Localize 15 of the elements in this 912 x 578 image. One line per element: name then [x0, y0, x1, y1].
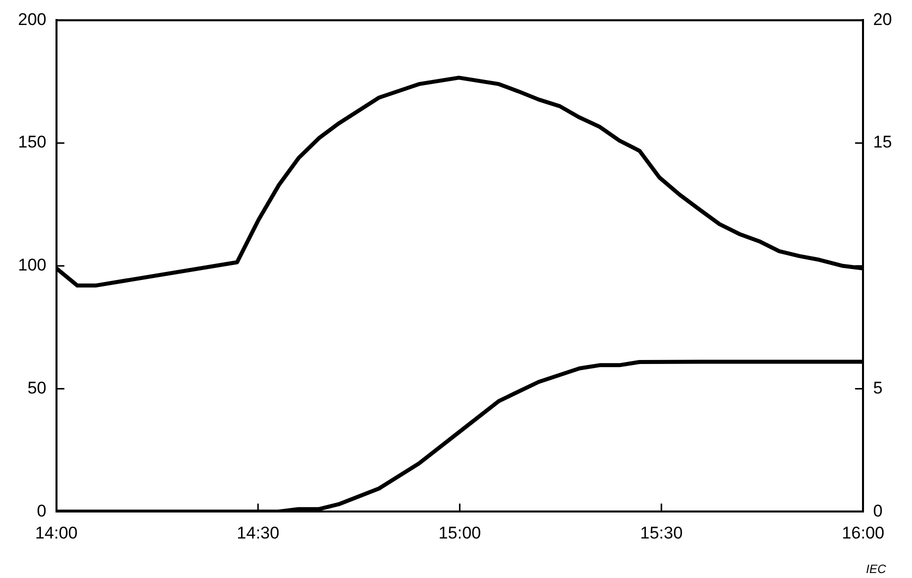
y2-tick-label: 15 — [873, 132, 892, 152]
y-tick-label: 150 — [18, 132, 46, 152]
y2-tick-label: 5 — [873, 378, 883, 398]
y-tick-label: 0 — [36, 501, 46, 520]
y2-tick-label: 0 — [873, 501, 883, 520]
x-tick-label: 16:00 — [842, 523, 884, 542]
x-tick-label: 15:30 — [640, 523, 683, 542]
y-tick-label: 50 — [27, 378, 46, 398]
y-tick-label: 200 — [18, 10, 46, 29]
y-tick-label: 100 — [18, 256, 46, 275]
x-tick-label: 15:00 — [438, 523, 481, 542]
x-tick-label: 14:00 — [35, 523, 78, 542]
y2-tick-label: 20 — [873, 10, 892, 29]
x-tick-label: 14:30 — [236, 523, 280, 542]
text: IEC — [866, 562, 886, 576]
